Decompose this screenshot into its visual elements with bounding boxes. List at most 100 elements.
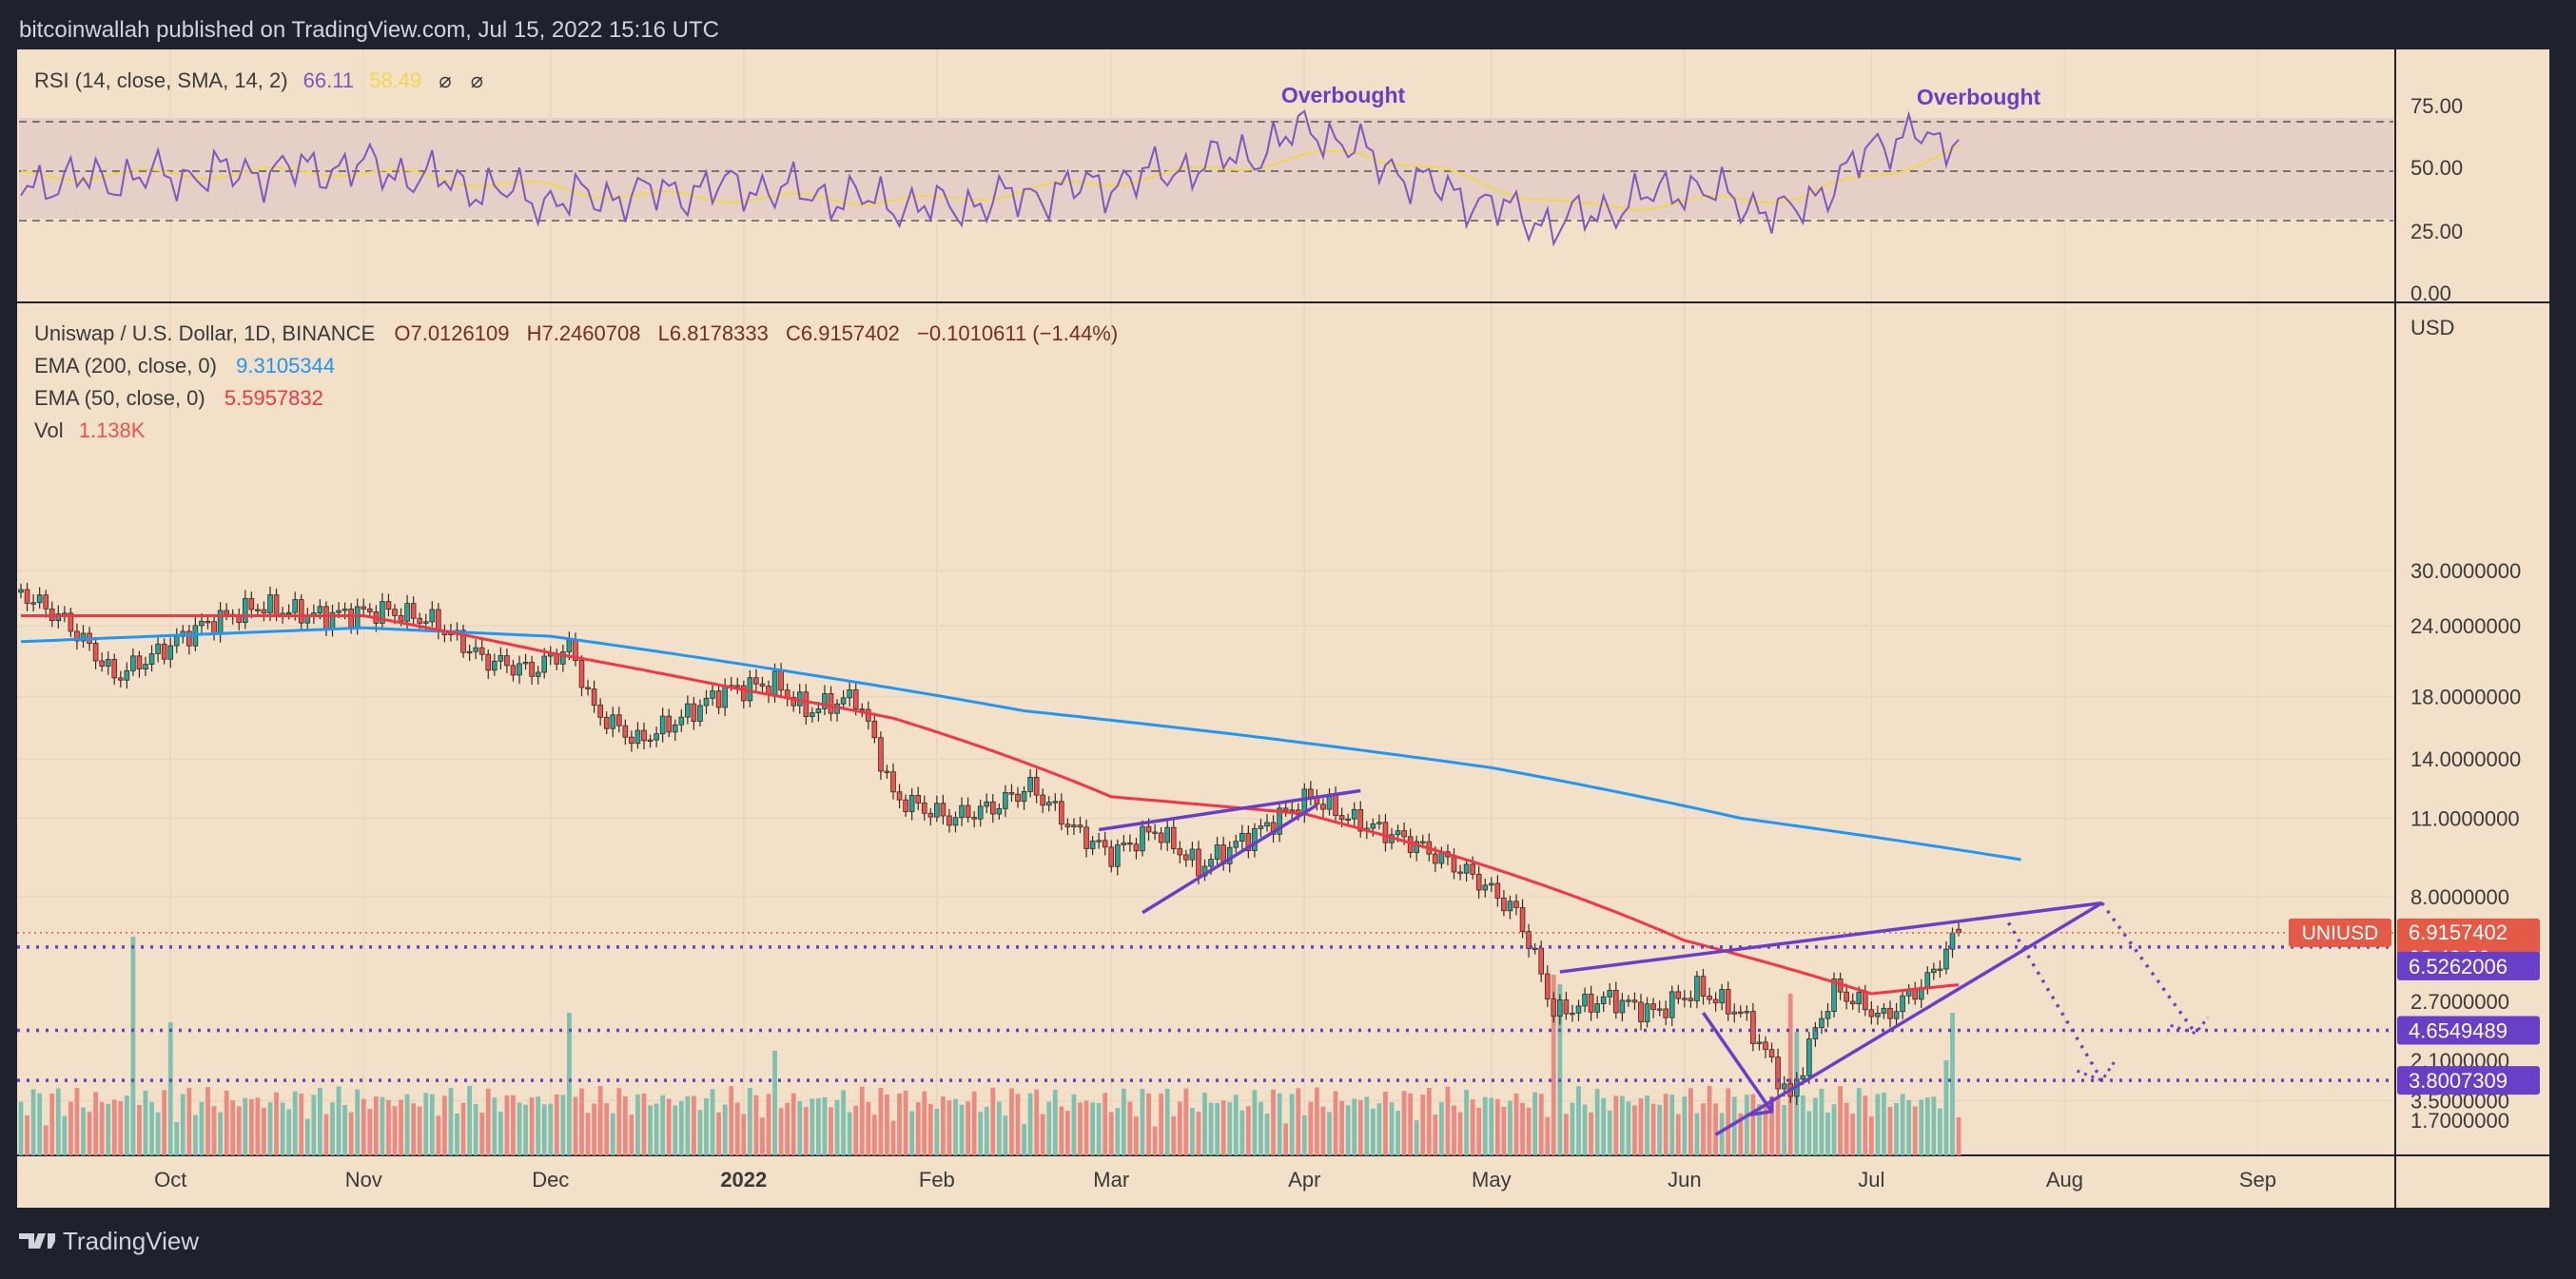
volume-bar xyxy=(1096,1102,1102,1155)
time-axis-label: May xyxy=(1472,1168,1512,1192)
volume-bar xyxy=(1208,1102,1214,1155)
volume-bar xyxy=(1177,1101,1182,1155)
low-value: L6.8178333 xyxy=(658,321,769,345)
volume-bar xyxy=(1956,1117,1961,1155)
volume-bar xyxy=(903,1090,908,1155)
volume-bar xyxy=(149,1101,154,1155)
candle-body xyxy=(927,812,934,818)
volume-bar xyxy=(560,1095,566,1155)
rsi-hidden-icon-1: ⌀ xyxy=(439,68,451,92)
volume-bar xyxy=(1121,1088,1126,1155)
time-axis-label: Nov xyxy=(345,1168,382,1192)
candle-body xyxy=(466,650,473,654)
wedge-patterns xyxy=(1098,788,2210,1136)
volume-bar xyxy=(1838,1086,1843,1155)
volume-bar xyxy=(1233,1095,1239,1155)
volume-bar xyxy=(1950,1013,1955,1155)
volume-bar xyxy=(1283,1123,1289,1155)
volume-bar xyxy=(211,1106,217,1155)
candle-body xyxy=(1575,1005,1582,1014)
candle-body xyxy=(1089,840,1096,849)
volume-bar xyxy=(267,1102,273,1155)
time-axis-label: Dec xyxy=(532,1168,569,1192)
volume-bar xyxy=(1152,1126,1158,1155)
volume-bar xyxy=(380,1096,385,1155)
volume-bar xyxy=(1034,1089,1040,1155)
candle-body xyxy=(753,677,759,685)
candle-body xyxy=(1887,1007,1893,1019)
candle-body xyxy=(560,651,566,665)
candle-body xyxy=(255,609,261,611)
volume-bar xyxy=(890,1120,896,1155)
volume-bar xyxy=(597,1086,603,1155)
candle-body xyxy=(1277,807,1282,835)
tradingview-logo[interactable]: TradingView xyxy=(19,1227,199,1255)
volume-bar xyxy=(1245,1106,1251,1155)
candle-body xyxy=(336,610,342,613)
volume-bar xyxy=(897,1093,902,1155)
volume-bar xyxy=(1464,1090,1469,1155)
candle-body xyxy=(1145,825,1152,833)
volume-bar xyxy=(1408,1093,1414,1155)
volume-bar xyxy=(604,1103,610,1155)
rsi-lines xyxy=(19,109,2393,247)
candle-body xyxy=(940,803,946,817)
candle-body xyxy=(610,714,616,729)
volume-bar xyxy=(1271,1089,1276,1155)
horizontal-levels xyxy=(17,932,2395,1082)
candle-body xyxy=(647,739,654,742)
volume-bar xyxy=(585,1113,591,1155)
volume-bar xyxy=(106,1103,111,1155)
volume-bar xyxy=(162,1090,167,1155)
volume-bar xyxy=(429,1094,435,1155)
candle-body xyxy=(1725,989,1731,1015)
volume-bar xyxy=(1726,1088,1731,1155)
volume-bar xyxy=(473,1104,478,1155)
candle-body xyxy=(541,655,547,673)
volume-bar xyxy=(803,1107,809,1155)
volume-bar xyxy=(1894,1103,1899,1155)
volume-bar xyxy=(1289,1094,1295,1155)
volume-bar xyxy=(99,1101,105,1155)
volume-bar xyxy=(442,1095,447,1155)
volume-bar xyxy=(648,1105,653,1155)
candle-body xyxy=(143,664,148,669)
volume-bar xyxy=(567,1013,572,1155)
volume-bar xyxy=(1825,1113,1830,1155)
candle-body xyxy=(747,677,753,702)
candle-body xyxy=(659,715,666,735)
volume-bar xyxy=(174,1121,180,1155)
volume-bar xyxy=(984,1106,989,1155)
candle-body xyxy=(840,697,847,705)
volume-bar xyxy=(847,1112,852,1155)
volume-bar xyxy=(716,1112,721,1155)
volume-bar xyxy=(1395,1110,1400,1155)
volume-bar xyxy=(1900,1094,1905,1155)
volume-bar xyxy=(678,1100,684,1155)
volume-bar xyxy=(1682,1096,1688,1155)
candle-body xyxy=(68,612,74,632)
candle-body xyxy=(273,594,280,615)
candle-body xyxy=(1414,841,1420,853)
candle-body xyxy=(1806,1038,1812,1076)
volume-bar xyxy=(1401,1091,1407,1155)
candle-body xyxy=(1282,807,1289,811)
candle-body xyxy=(977,805,984,820)
candle-body xyxy=(1345,818,1351,822)
volume-bar xyxy=(1508,1100,1512,1155)
candle-body xyxy=(1494,882,1501,899)
candle-body xyxy=(261,609,267,614)
candle-body xyxy=(217,610,224,634)
overbought-label-1: Overbought xyxy=(1281,83,1406,107)
candle-body xyxy=(597,705,603,718)
candle-body xyxy=(1115,844,1121,867)
candle-body xyxy=(55,613,62,622)
volume-bar xyxy=(1339,1100,1344,1155)
volume-bar xyxy=(1619,1095,1625,1155)
candle-body xyxy=(1003,791,1008,809)
volume-bar xyxy=(1787,994,1793,1155)
volume-bar xyxy=(971,1091,977,1155)
candle-body xyxy=(666,715,672,733)
volume-bar xyxy=(373,1096,379,1155)
